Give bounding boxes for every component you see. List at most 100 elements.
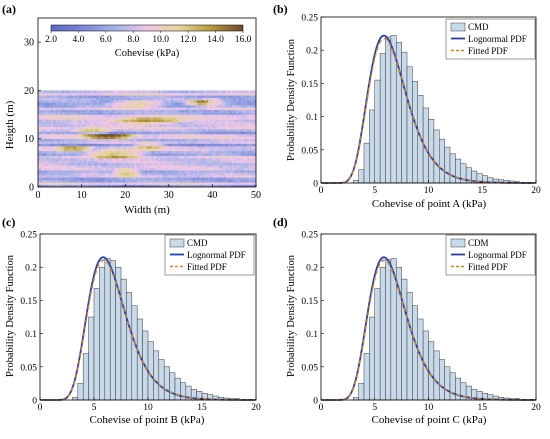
heatmap-cell bbox=[149, 162, 152, 166]
heatmap-cell bbox=[212, 153, 215, 156]
heatmap-cell bbox=[247, 165, 250, 168]
heatmap-cell bbox=[234, 107, 237, 111]
heatmap-cell bbox=[46, 133, 50, 137]
heatmap-cell bbox=[151, 158, 154, 161]
heatmap-cell bbox=[151, 153, 154, 156]
heatmap-cell bbox=[212, 177, 215, 181]
heatmap-cell bbox=[247, 179, 250, 183]
heatmap-cell bbox=[101, 167, 104, 171]
heatmap-cell bbox=[48, 114, 52, 118]
heatmap-cell bbox=[242, 109, 246, 113]
heatmap-cell bbox=[96, 121, 100, 125]
heatmap-cell bbox=[225, 138, 228, 142]
heatmap-cell bbox=[181, 104, 185, 108]
heatmap-cell bbox=[83, 165, 87, 168]
heatmap-cell bbox=[55, 184, 58, 187]
heatmap-cell bbox=[157, 141, 161, 144]
heatmap-cell bbox=[133, 179, 137, 183]
heatmap-cell bbox=[245, 107, 248, 111]
heatmap-cell bbox=[64, 104, 67, 108]
heatmap-cell bbox=[109, 112, 113, 115]
heatmap-cell bbox=[223, 90, 226, 94]
heatmap-cell bbox=[133, 174, 137, 178]
heatmap-cell bbox=[232, 119, 235, 123]
heatmap-cell bbox=[205, 138, 209, 142]
heatmap-cell bbox=[55, 158, 58, 161]
heatmap-cell bbox=[90, 172, 93, 176]
heatmap-cell bbox=[190, 162, 194, 166]
heatmap-cell bbox=[168, 133, 172, 137]
heatmap-cell bbox=[166, 92, 170, 96]
heatmap-cell bbox=[66, 143, 69, 147]
heatmap-cell bbox=[144, 109, 148, 113]
heatmap-cell bbox=[77, 129, 80, 132]
heatmap-cell bbox=[247, 116, 250, 120]
heatmap-cell bbox=[205, 100, 209, 103]
heatmap-cell bbox=[127, 114, 130, 118]
heatmap-cell bbox=[105, 109, 109, 113]
heatmap-cell bbox=[203, 131, 207, 135]
heatmap-cell bbox=[131, 95, 135, 98]
heatmap-cell bbox=[160, 141, 163, 144]
heatmap-cell bbox=[85, 116, 89, 120]
heatmap-cell bbox=[194, 153, 198, 156]
heatmap-cell bbox=[147, 136, 150, 140]
heatmap-cell bbox=[46, 160, 50, 164]
heatmap-cell bbox=[72, 153, 76, 156]
heatmap-cell bbox=[164, 100, 167, 103]
heatmap-cell bbox=[101, 129, 104, 132]
heatmap-cell bbox=[164, 145, 167, 149]
heatmap-cell bbox=[96, 131, 100, 135]
heatmap-cell bbox=[162, 141, 165, 144]
heatmap-cell bbox=[177, 138, 180, 142]
heatmap-cell bbox=[166, 133, 170, 137]
heatmap-cell bbox=[96, 129, 100, 132]
heatmap-cell bbox=[247, 102, 250, 106]
heatmap-cell bbox=[85, 136, 89, 140]
heatmap-cell bbox=[81, 138, 85, 142]
heatmap-cell bbox=[162, 129, 165, 132]
heatmap-cell bbox=[155, 100, 159, 103]
heatmap-cell bbox=[46, 97, 50, 101]
heatmap-cell bbox=[232, 148, 235, 152]
heatmap-cell bbox=[149, 148, 152, 152]
heatmap-cell bbox=[107, 150, 111, 154]
heatmap-cell bbox=[99, 90, 102, 94]
heatmap-cell bbox=[133, 107, 137, 111]
heatmap-cell bbox=[229, 155, 233, 159]
heatmap-cell bbox=[105, 174, 109, 178]
heatmap-cell bbox=[101, 141, 104, 144]
heatmap-cell bbox=[218, 165, 222, 168]
heatmap-cell bbox=[81, 124, 85, 127]
heatmap-cell bbox=[166, 95, 170, 98]
heatmap-cell bbox=[38, 97, 41, 101]
heatmap-cell bbox=[249, 160, 252, 164]
heatmap-cell bbox=[242, 124, 246, 127]
heatmap-cell bbox=[123, 97, 126, 101]
heatmap-cell bbox=[188, 158, 191, 161]
heatmap-cell bbox=[144, 153, 148, 156]
heatmap-cell bbox=[94, 90, 98, 94]
heatmap-cell bbox=[42, 97, 45, 101]
heatmap-cell bbox=[153, 138, 157, 142]
heatmap-cell bbox=[221, 97, 224, 101]
heatmap-cell bbox=[203, 138, 207, 142]
heatmap-cell bbox=[72, 136, 76, 140]
heatmap-cell bbox=[51, 138, 54, 142]
heatmap-cell bbox=[186, 104, 189, 108]
heatmap-cell bbox=[51, 124, 54, 127]
heatmap-cell bbox=[201, 92, 204, 96]
heatmap-cell bbox=[140, 177, 143, 181]
heatmap-cell bbox=[125, 145, 128, 149]
heatmap-cell bbox=[190, 114, 194, 118]
heatmap-cell bbox=[118, 107, 122, 111]
heatmap-cell bbox=[75, 129, 78, 132]
heatmap-cell bbox=[212, 124, 215, 127]
heatmap-cell bbox=[123, 153, 126, 156]
heatmap-cell bbox=[188, 153, 191, 156]
heatmap-cell bbox=[57, 165, 61, 168]
heatmap-cell bbox=[192, 126, 196, 130]
heatmap-cell bbox=[177, 182, 180, 185]
heatmap-cell bbox=[40, 153, 43, 156]
